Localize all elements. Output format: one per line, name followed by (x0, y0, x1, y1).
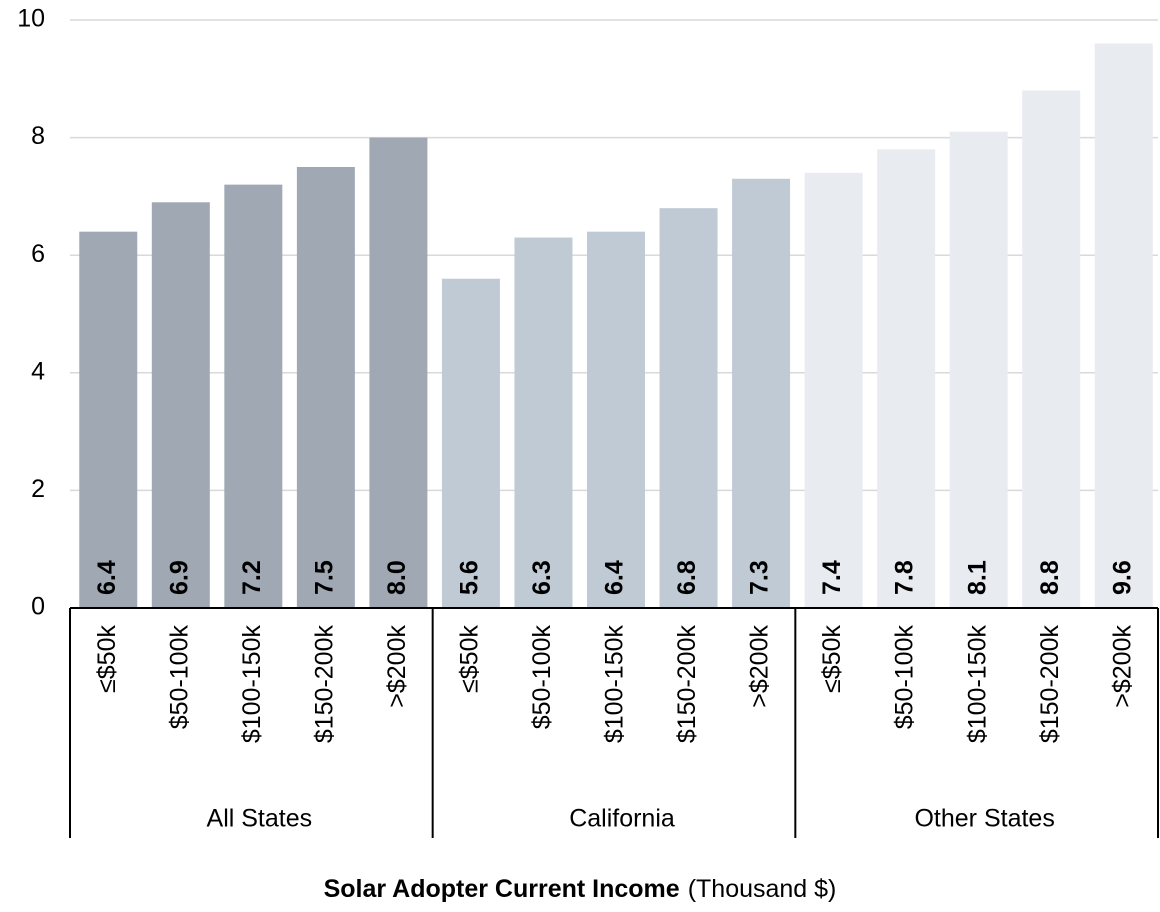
x-tick-label: >$200k (383, 625, 411, 708)
x-tick-label: >$200k (1108, 625, 1136, 708)
data-label: 6.3 (528, 560, 556, 595)
y-tick-label: 4 (31, 357, 45, 385)
data-label: 5.6 (456, 560, 484, 595)
data-label: 8.8 (1036, 560, 1064, 595)
data-label: 6.9 (165, 560, 193, 595)
x-tick-label: $100-150k (238, 625, 266, 744)
bar (877, 149, 936, 609)
bar (804, 172, 863, 608)
x-axis-note: (Thousand $) (688, 875, 837, 903)
data-label: 7.5 (310, 560, 338, 595)
data-label: 6.4 (93, 560, 121, 595)
bar (587, 231, 645, 608)
x-tick-label: $150-200k (310, 625, 338, 744)
group-label: Other States (914, 805, 1054, 833)
bar (224, 184, 283, 608)
group-label: All States (207, 805, 313, 833)
bar (514, 237, 573, 608)
bar (1094, 43, 1153, 608)
bar (369, 137, 428, 608)
data-label: 7.8 (891, 560, 919, 595)
bar (441, 278, 500, 608)
y-tick-label: 6 (31, 240, 45, 268)
data-label: 8.1 (963, 560, 991, 595)
data-label: 7.4 (818, 560, 846, 595)
bar (1022, 90, 1081, 608)
x-axis-label: Solar Adopter Current Income (324, 875, 680, 903)
bar (949, 131, 1008, 608)
data-label: 8.0 (383, 560, 411, 595)
x-tick-label: $150-200k (673, 625, 701, 744)
data-label: 7.3 (746, 560, 774, 595)
x-tick-label: $100-150k (963, 625, 991, 744)
data-label: 6.4 (601, 560, 629, 595)
bar (79, 231, 138, 608)
x-tick-label: $150-200k (1036, 625, 1064, 744)
bar (296, 167, 355, 608)
data-label: 9.6 (1108, 560, 1136, 595)
data-label: 6.8 (673, 560, 701, 595)
group-label: California (569, 805, 675, 833)
x-tick-label: ≤$50k (818, 625, 846, 693)
x-axis-title: Solar Adopter Current Income (Thousand $) (324, 875, 837, 903)
data-label: 7.2 (238, 560, 266, 595)
x-tick-label: $50-100k (891, 625, 919, 730)
x-tick-label: >$200k (746, 625, 774, 708)
x-tick-label: $50-100k (165, 625, 193, 730)
y-tick-label: 8 (31, 122, 45, 150)
y-tick-label: 0 (31, 593, 45, 621)
bar (659, 208, 718, 608)
x-tick-label: ≤$50k (93, 625, 121, 693)
x-tick-label: ≤$50k (456, 625, 484, 693)
x-tick-label: $100-150k (601, 625, 629, 744)
bar (732, 178, 791, 608)
y-tick-label: 2 (31, 475, 45, 503)
y-tick-label: 10 (17, 5, 45, 33)
x-tick-label: $50-100k (528, 625, 556, 730)
bar (151, 202, 210, 608)
